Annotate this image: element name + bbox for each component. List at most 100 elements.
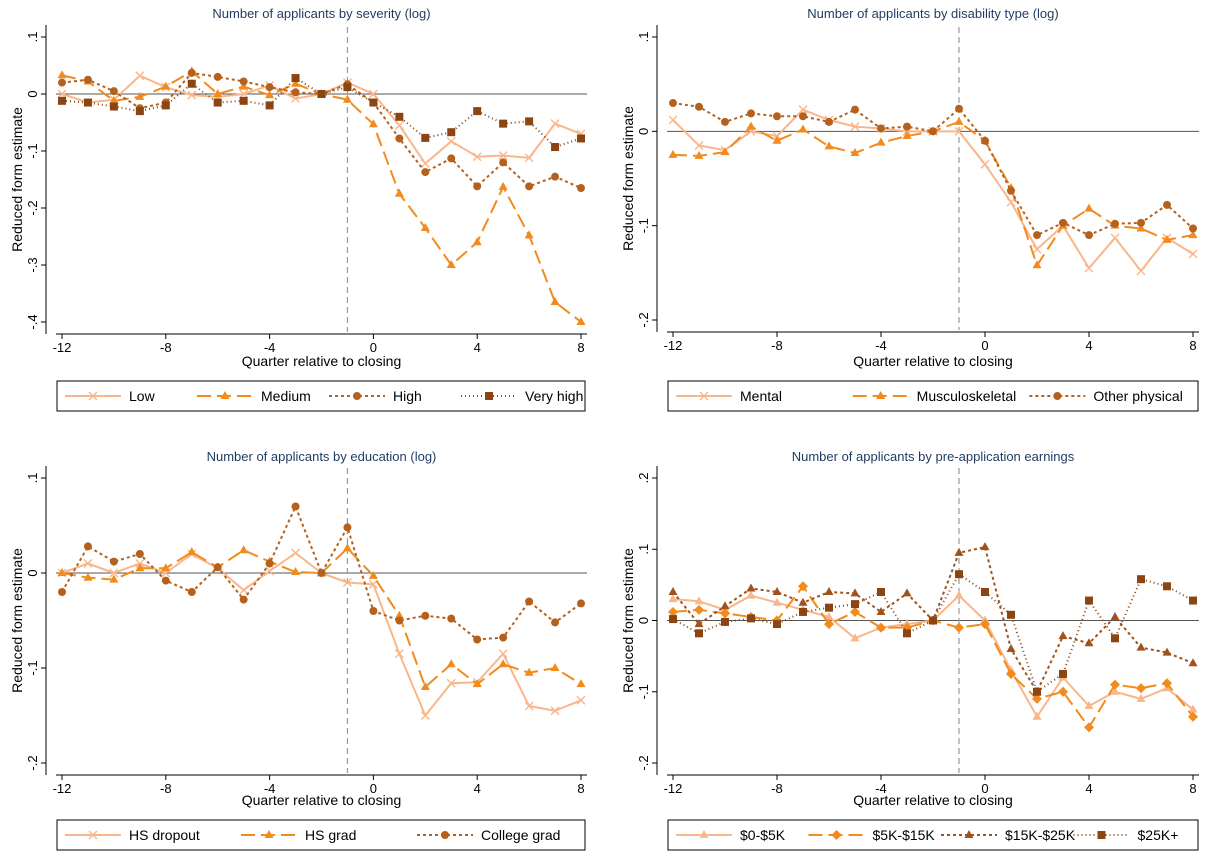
data-point [1136,223,1146,232]
legend-label: High [393,388,422,404]
data-point [368,89,378,99]
data-point [773,112,781,121]
data-point [161,81,171,90]
series [669,570,1197,696]
data-point [239,81,249,90]
data-point [876,137,886,146]
data-point [472,679,482,688]
series [668,581,1198,733]
data-point [747,614,755,623]
legend-swatch-marker [264,830,274,838]
data-point [291,74,300,83]
data-point [1033,687,1041,696]
data-point [135,550,144,558]
data-point [525,182,534,191]
data-point [420,682,430,690]
series-line [672,585,1194,729]
chart-title: Number of applicants by severity (log) [212,6,430,21]
data-point [135,71,145,81]
series [669,99,1197,240]
data-point [499,119,508,128]
data-point [369,607,378,615]
data-point [694,619,704,628]
data-point [798,581,808,592]
legend-label: Musculoskeletal [917,388,1017,404]
x-tick-label: 4 [474,340,481,355]
data-point [954,622,964,633]
data-point [1033,231,1041,240]
data-point [368,570,378,579]
y-tick-label: .1 [25,32,40,43]
data-point [1006,644,1016,652]
x-axis-label: Quarter relative to closing [242,353,402,369]
data-point [83,542,92,551]
data-point [824,141,834,150]
chart-panel: Number of applicants by education (log) -… [9,449,587,851]
legend: $0-$5K $5K-$15K $15K-$25K $25K+ [667,819,1199,851]
y-axis-label: Reduced form estimate [9,107,25,252]
data-point [187,90,197,100]
legend-label: HS grad [305,827,356,843]
data-point [850,588,860,597]
data-point [1059,669,1067,678]
data-point [446,260,456,268]
data-point [824,611,834,620]
data-point [473,182,482,191]
data-point [668,587,678,595]
data-point [980,619,990,630]
data-point [498,181,508,190]
data-point [980,159,990,169]
data-point [577,599,585,608]
data-point [1111,634,1119,643]
legend: Low Medium High Very high [56,380,586,412]
data-point [1163,582,1171,591]
data-point [955,104,963,113]
data-point [420,711,430,720]
data-point [213,89,223,97]
data-point [83,98,92,107]
y-tick-label: -.1 [636,218,651,233]
legend: HS dropout HS grad College grad [56,819,586,851]
data-point [109,557,118,566]
data-point [395,112,404,121]
data-point [929,127,937,136]
legend-swatch-marker [353,392,361,400]
y-tick-label: -.4 [25,314,40,329]
data-point [83,75,92,84]
legend-label: $0-$5K [740,827,786,843]
data-point [850,122,860,132]
data-point [1110,679,1120,690]
data-point [1058,631,1068,640]
data-point [343,83,352,92]
data-point [447,128,456,137]
data-point [903,122,911,131]
data-point [551,143,560,152]
data-point [799,607,807,616]
data-point [472,237,482,246]
data-point [577,134,585,143]
x-tick-label: 8 [577,781,584,796]
x-tick-label: 0 [370,340,377,355]
data-point [342,543,352,552]
legend-swatch-marker [1097,831,1106,839]
data-point [1162,234,1172,243]
data-point [421,611,430,620]
data-point [1085,596,1093,605]
legend-label: HS dropout [129,827,200,843]
data-point [369,98,378,107]
data-point [498,151,508,161]
data-point [420,222,430,231]
x-tick-label: 8 [577,340,584,355]
data-point [317,90,326,98]
data-point [498,649,508,659]
data-point [1137,218,1145,227]
data-point [877,588,885,596]
data-point [265,83,274,92]
series [57,66,586,325]
data-point [876,622,886,633]
data-point [1059,218,1067,227]
data-point [472,152,482,162]
data-point [824,619,834,630]
data-point [161,563,171,572]
